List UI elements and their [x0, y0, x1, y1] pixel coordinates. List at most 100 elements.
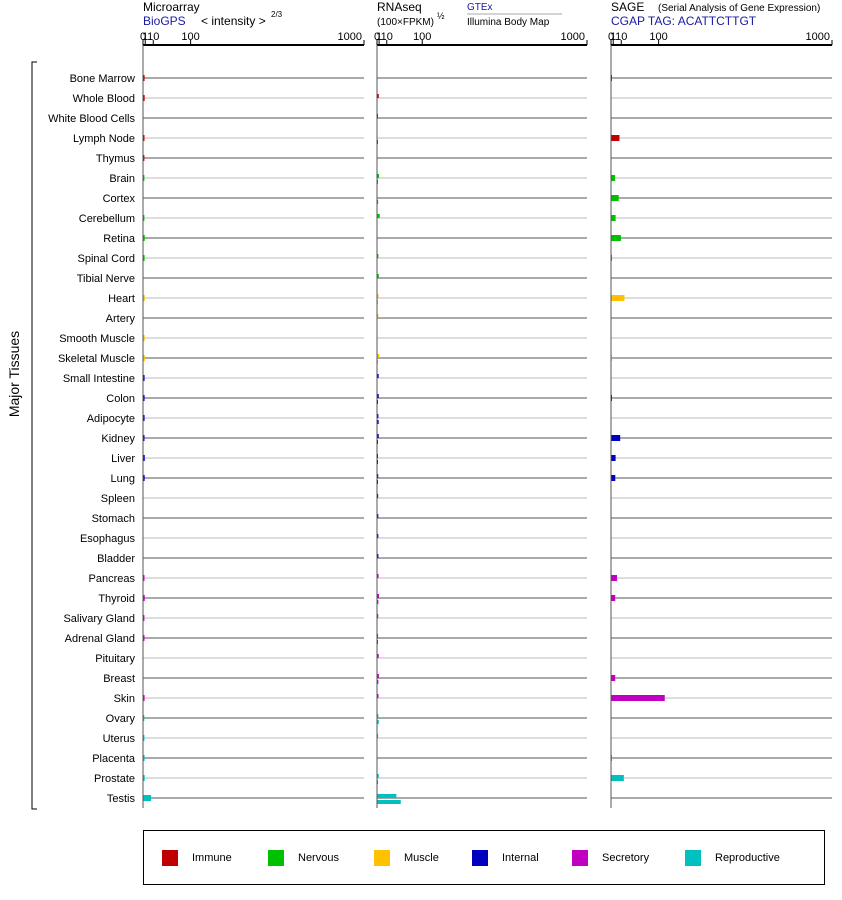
legend-swatch	[572, 850, 588, 866]
microarray-bar	[143, 615, 145, 621]
microarray-bar	[143, 795, 152, 801]
sage-bar	[611, 595, 616, 601]
gtex-bar	[377, 674, 379, 678]
tissue-label: Testis	[107, 793, 136, 805]
sage-bar	[611, 175, 616, 181]
tissue-label: Adrenal Gland	[65, 633, 135, 645]
sage-bar	[611, 295, 625, 301]
microarray-bar	[143, 335, 145, 341]
tissue-label: Heart	[108, 293, 135, 305]
tissue-label: Artery	[106, 313, 136, 325]
ibm-bar	[377, 200, 379, 204]
tissue-label: Skin	[114, 693, 135, 705]
gtex-bar	[377, 694, 379, 698]
microarray-bar	[143, 175, 145, 181]
microarray-tick-label: 1	[142, 31, 148, 43]
gtex-bar	[377, 414, 379, 418]
microarray-bar	[143, 355, 145, 361]
y-axis-label: Major Tissues	[6, 331, 22, 417]
tissue-label: Retina	[103, 233, 136, 245]
gtex-bar	[377, 634, 379, 638]
legend-label: Reproductive	[715, 852, 780, 864]
gtex-bar	[377, 614, 379, 618]
legend-swatch	[472, 850, 488, 866]
gtex-link[interactable]: GTEx	[467, 2, 493, 13]
microarray-bar	[143, 255, 145, 261]
tissue-label: Bone Marrow	[70, 73, 135, 85]
microarray-bar	[143, 435, 145, 441]
tissue-label: Thyroid	[98, 593, 135, 605]
sage-bar	[611, 775, 624, 781]
sage-tick-label: 1	[610, 31, 616, 43]
microarray-tick-label: 0	[140, 31, 146, 43]
ibm-bar	[377, 420, 379, 424]
legend-label: Internal	[502, 852, 539, 864]
ibm-bar	[377, 680, 379, 684]
microarray-bar	[143, 635, 145, 641]
gtex-bar	[377, 594, 379, 598]
microarray-bar	[143, 235, 145, 241]
tissue-label: Tibial Nerve	[77, 273, 135, 285]
rnaseq-tick-label: 10	[381, 31, 393, 43]
microarray-bar	[143, 735, 145, 741]
biogps-link[interactable]: BioGPS	[143, 14, 186, 28]
tissue-label: Adipocyte	[87, 413, 135, 425]
gtex-bar	[377, 254, 379, 258]
gtex-bar	[377, 494, 379, 498]
tissue-label: Cortex	[103, 193, 136, 205]
microarray-title: Microarray	[143, 0, 200, 14]
microarray-bar	[143, 135, 145, 141]
cgap-tag-link[interactable]: CGAP TAG: ACATTCTTGT	[611, 14, 757, 28]
legend-label: Immune	[192, 852, 232, 864]
tissue-label: Stomach	[92, 513, 135, 525]
fpkm-exponent: ½	[437, 11, 445, 21]
gtex-bar	[377, 554, 379, 558]
tissue-label: Whole Blood	[73, 93, 135, 105]
gtex-bar	[377, 774, 379, 778]
microarray-bar	[143, 295, 145, 301]
legend-swatch	[268, 850, 284, 866]
sage-bar	[611, 475, 616, 481]
sage-bar	[611, 435, 621, 441]
tissue-label: Skeletal Muscle	[58, 353, 135, 365]
illumina-link[interactable]: Illumina Body Map	[467, 17, 550, 28]
sage-bar	[611, 675, 616, 681]
gtex-bar	[377, 574, 379, 578]
tissue-label: Breast	[103, 673, 135, 685]
tissue-label: Small Intestine	[63, 373, 135, 385]
tissue-label: Smooth Muscle	[59, 333, 135, 345]
sage-bar	[611, 135, 620, 141]
tissue-label: Liver	[111, 453, 135, 465]
gtex-bar	[377, 174, 380, 178]
gtex-bar	[377, 214, 380, 218]
gtex-bar	[377, 274, 379, 278]
tissue-label: Kidney	[101, 433, 135, 445]
sage-tick-label: 10	[615, 31, 627, 43]
tissue-label: Lung	[111, 473, 135, 485]
ibm-bar	[377, 600, 379, 604]
intensity-exponent: 2/3	[271, 10, 283, 19]
microarray-bar	[143, 695, 145, 701]
legend-item: Nervous	[268, 850, 339, 866]
sage-tick-label: 1000	[806, 31, 830, 43]
tissue-label: Colon	[106, 393, 135, 405]
microarray-bar	[143, 575, 145, 581]
tissue-label: Pancreas	[89, 573, 136, 585]
tissue-label: Placenta	[92, 753, 136, 765]
gtex-bar	[377, 434, 379, 438]
microarray-bar	[143, 155, 145, 161]
microarray-bar	[143, 455, 145, 461]
gtex-bar	[377, 354, 380, 358]
rnaseq-tick-label: 1000	[561, 31, 585, 43]
legend-item: Secretory	[572, 850, 649, 866]
tissue-label: Spinal Cord	[78, 253, 135, 265]
legend-swatch	[162, 850, 178, 866]
tissue-label: Prostate	[94, 773, 135, 785]
rnaseq-tick-label: 1	[376, 31, 382, 43]
gtex-bar	[377, 734, 379, 738]
sage-tick-label: 0	[608, 31, 614, 43]
microarray-tick-label: 10	[147, 31, 159, 43]
legend-label: Nervous	[298, 852, 339, 864]
sage-bar	[611, 695, 665, 701]
y-axis-bracket	[31, 61, 37, 810]
